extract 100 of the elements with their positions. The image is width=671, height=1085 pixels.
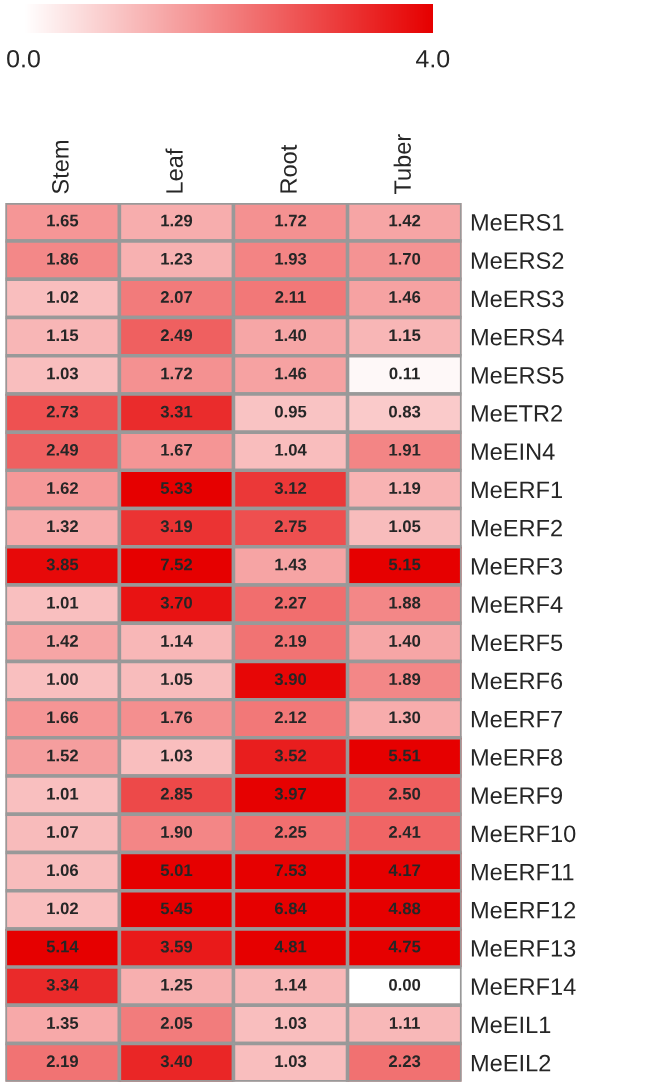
data-label: 7.53 xyxy=(275,864,307,877)
data-label: 1.23 xyxy=(161,252,193,265)
data-label: 1.03 xyxy=(275,1017,307,1029)
data-label: 3.52 xyxy=(274,749,307,762)
y-tick-label: MeEIL2 xyxy=(471,1054,551,1072)
data-label: 1.52 xyxy=(47,749,78,762)
data-label: 3.34 xyxy=(46,978,79,991)
data-label: 1.46 xyxy=(275,367,307,380)
data-label: 7.52 xyxy=(160,558,193,571)
data-label: 0.83 xyxy=(389,405,421,418)
data-label: 2.27 xyxy=(274,596,307,609)
data-label: 3.85 xyxy=(46,558,79,571)
data-label: 1.15 xyxy=(389,329,421,342)
data-label: 1.14 xyxy=(161,635,193,647)
data-label: 1.01 xyxy=(47,596,79,609)
data-label: 1.76 xyxy=(161,711,193,724)
y-tick-label: MeERF9 xyxy=(471,787,563,804)
y-tick-label: MeEIN4 xyxy=(471,443,555,461)
data-label: 3.70 xyxy=(160,596,193,609)
data-label: 1.42 xyxy=(47,634,78,647)
y-tick-label: MeERF4 xyxy=(471,596,563,613)
data-label: 0.00 xyxy=(389,978,421,991)
data-label: 1.07 xyxy=(47,826,78,838)
color-bar-label: 4.0 xyxy=(415,49,450,68)
data-label: 1.86 xyxy=(47,252,79,265)
y-tick-label: MeERF2 xyxy=(471,519,562,537)
data-label: 1.05 xyxy=(389,520,421,533)
y-tick-label: MeERF11 xyxy=(471,863,574,881)
y-tick-label: MeERF7 xyxy=(471,711,562,728)
data-label: 1.67 xyxy=(161,443,192,456)
data-label: 2.11 xyxy=(275,291,306,303)
data-label: 2.85 xyxy=(160,787,193,800)
data-label: 1.42 xyxy=(389,214,421,227)
data-label: 2.19 xyxy=(274,634,307,647)
data-label: 1.02 xyxy=(47,902,78,915)
data-label: 2.75 xyxy=(274,520,307,533)
data-label: 5.51 xyxy=(388,749,421,762)
data-label: 5.15 xyxy=(388,558,421,571)
data-label: 2.49 xyxy=(160,329,193,342)
data-label: 1.89 xyxy=(389,673,421,685)
data-label: 0.11 xyxy=(389,367,420,380)
data-label: 1.46 xyxy=(389,291,421,303)
data-label: 1.11 xyxy=(389,1017,420,1029)
data-label: 1.62 xyxy=(47,482,78,494)
y-tick-label: MeERF10 xyxy=(471,825,576,843)
data-label: 3.19 xyxy=(160,520,193,533)
y-tick-label: MeERF8 xyxy=(471,749,563,766)
y-tick-label: MeEIL1 xyxy=(471,1016,551,1034)
data-label: 1.14 xyxy=(275,979,307,991)
color-bar-label: 0.0 xyxy=(7,49,40,68)
data-label: 2.05 xyxy=(160,1017,193,1029)
data-label: 5.14 xyxy=(46,940,79,953)
data-label: 2.23 xyxy=(388,1055,421,1068)
data-label: 1.15 xyxy=(47,329,79,342)
data-label: 0.95 xyxy=(274,405,307,418)
data-label: 2.73 xyxy=(46,405,79,418)
data-label: 1.40 xyxy=(389,634,421,647)
data-label: 1.72 xyxy=(275,214,307,227)
y-tick-label: MeERF6 xyxy=(471,672,563,690)
data-label: 3.40 xyxy=(160,1055,193,1068)
data-label: 5.01 xyxy=(160,864,193,877)
data-label: 4.17 xyxy=(388,864,421,876)
y-tick-label: MeERS1 xyxy=(471,214,564,231)
data-label: 4.75 xyxy=(388,940,421,953)
y-tick-label: MeERF14 xyxy=(471,978,576,996)
data-label: 1.32 xyxy=(47,520,78,533)
data-label: 2.49 xyxy=(46,443,79,456)
data-label: 2.25 xyxy=(274,826,307,838)
data-label: 1.06 xyxy=(47,864,79,877)
data-label: 1.01 xyxy=(47,787,79,800)
data-label: 1.35 xyxy=(47,1017,79,1029)
y-tick-label: MeERS5 xyxy=(471,366,564,384)
data-label: 3.31 xyxy=(160,405,193,418)
data-label: 1.03 xyxy=(275,1055,307,1068)
data-label: 1.40 xyxy=(275,329,307,342)
data-label: 2.07 xyxy=(160,291,192,303)
y-tick-label: MeERF5 xyxy=(471,634,563,652)
data-label: 1.29 xyxy=(161,214,193,227)
data-label: 1.03 xyxy=(161,749,193,762)
data-label: 1.66 xyxy=(47,711,79,724)
data-label: 3.59 xyxy=(160,940,193,953)
data-label: 1.43 xyxy=(275,558,307,571)
y-tick-label: MeERF13 xyxy=(471,940,576,957)
data-label: 3.97 xyxy=(274,787,307,800)
data-label: 5.45 xyxy=(160,902,193,915)
data-label: 1.04 xyxy=(275,443,307,456)
y-tick-label: MeETR2 xyxy=(471,405,562,422)
data-label: 1.00 xyxy=(47,673,78,685)
data-label: 1.25 xyxy=(161,978,193,991)
x-tick-label: Root xyxy=(280,144,297,193)
data-label: 1.65 xyxy=(47,214,79,227)
data-label: 2.12 xyxy=(274,711,307,724)
data-label: 6.84 xyxy=(274,902,307,915)
x-tick-label: Leaf xyxy=(165,148,183,193)
data-label: 1.70 xyxy=(389,252,421,265)
data-label: 1.88 xyxy=(389,596,421,609)
data-label: 1.30 xyxy=(389,711,421,724)
data-label: 3.12 xyxy=(274,482,307,494)
data-label: 1.90 xyxy=(161,826,193,838)
data-label: 1.72 xyxy=(161,367,193,380)
